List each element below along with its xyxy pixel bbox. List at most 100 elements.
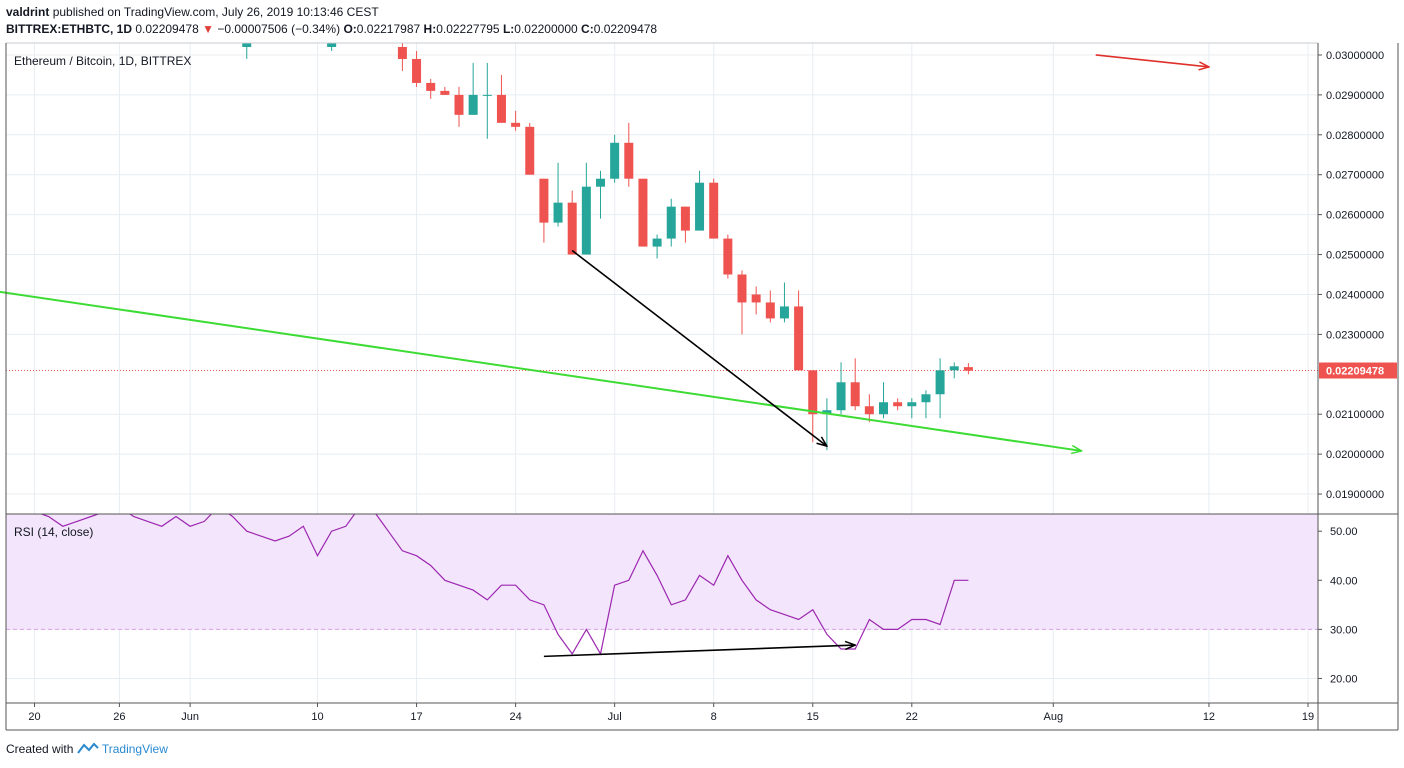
price-tick-label: 0.02000000: [1326, 449, 1384, 461]
rsi-pane-title: RSI (14, close): [14, 525, 93, 539]
candle-down: [426, 82, 436, 91]
time-tick-label: 19: [1302, 711, 1314, 723]
candle-down: [440, 90, 450, 95]
down-triangle-icon: ▼: [202, 22, 214, 36]
candle-down: [709, 182, 719, 239]
candle-up: [652, 238, 662, 247]
green-support-line: [0, 290, 1082, 450]
low-label: L:: [502, 22, 515, 36]
low-value: 0.02200000: [514, 22, 578, 36]
candle-down: [567, 202, 577, 255]
candle-down: [511, 122, 521, 127]
author-name[interactable]: valdrint: [6, 5, 50, 19]
candle-up: [596, 178, 605, 187]
tradingview-logo-icon: [76, 742, 99, 754]
rsi-tick-label: 30.00: [1330, 624, 1358, 636]
symbol-label: BITTREX:ETHBTC, 1D: [6, 22, 132, 36]
candle-down: [412, 58, 422, 83]
rsi-divergence-arrow: [543, 645, 855, 658]
last-price-tag: [1319, 362, 1397, 379]
time-tick-label: 24: [509, 711, 521, 723]
candle-down: [454, 94, 464, 115]
publish-info: valdrint published on TradingView.com, J…: [6, 5, 379, 19]
candle-down: [893, 402, 903, 407]
price-tick-label: 0.03000000: [1326, 50, 1384, 62]
price-tick-label: 0.02100000: [1326, 409, 1384, 421]
candle-down: [539, 178, 549, 223]
candle-up: [935, 370, 945, 395]
candle-up: [779, 306, 789, 319]
candle-down: [496, 94, 506, 123]
time-tick-label: Aug: [1044, 711, 1064, 723]
time-tick-label: 22: [906, 711, 918, 723]
last-price-tag-label: 0.02209478: [1326, 366, 1384, 378]
candle-up: [666, 206, 676, 239]
close-label: C:: [581, 22, 594, 36]
candle-down: [808, 370, 818, 415]
time-tick-label: 20: [28, 711, 40, 723]
price-tick-label: 0.02700000: [1326, 170, 1384, 182]
main-pane-title: Ethereum / Bitcoin, 1D, BITTREX: [14, 54, 191, 68]
candle-up: [468, 94, 478, 115]
time-tick-label: 12: [1203, 711, 1215, 723]
price-tick-label: 0.02800000: [1326, 130, 1384, 142]
candle-up: [921, 394, 931, 403]
candle-up: [482, 94, 492, 96]
rsi-band-layer: [6, 514, 1318, 630]
time-tick-label: 8: [711, 711, 717, 723]
candle-down: [864, 406, 874, 415]
price-tick-label: 0.02400000: [1326, 289, 1384, 301]
candle-down: [624, 142, 634, 179]
price-tick-label: 0.02300000: [1326, 329, 1384, 341]
close-value: 0.02209478: [593, 22, 658, 36]
red-arrow: [1095, 54, 1209, 67]
rsi-band: [6, 514, 1318, 630]
ohlc-header: BITTREX:ETHBTC, 1D 0.02209478 ▼ −0.00007…: [6, 22, 657, 36]
candle-down: [638, 178, 648, 247]
time-tick-label: 17: [410, 711, 422, 723]
candle-down: [794, 306, 804, 371]
tradingview-brand[interactable]: TradingView: [101, 742, 168, 756]
candle-up: [822, 410, 832, 415]
candle-down: [397, 46, 407, 59]
rsi-tick-label: 20.00: [1330, 673, 1358, 685]
publish-text: published on TradingView.com, July 26, 2…: [52, 5, 379, 19]
open-value: 0.02217987: [356, 22, 421, 36]
price-tick-label: 0.02900000: [1326, 90, 1384, 102]
price-layer: [6, 43, 1318, 451]
rsi-tick-label: 40.00: [1330, 575, 1358, 587]
rsi-layer: [39, 514, 969, 656]
drawings-layer: [0, 54, 1209, 658]
candle-down: [723, 238, 733, 275]
price-change: −0.00007506 (−0.34%): [217, 22, 341, 36]
price-tick-label: 0.02600000: [1326, 210, 1384, 222]
black-price-arrow: [571, 249, 827, 447]
rsi-tick-label: 50.00: [1330, 526, 1358, 538]
candle-up: [553, 202, 563, 223]
candle-up: [695, 182, 705, 231]
price-tick-label: 0.02500000: [1326, 250, 1384, 262]
candle-up: [907, 402, 917, 407]
axes-layer: 0.03000000 0.02900000 0.02800000 0.02700000…: [5, 42, 1399, 731]
candle-up: [581, 186, 591, 255]
candle-up: [949, 366, 959, 371]
rsi-line: [39, 514, 969, 656]
candle-up: [836, 382, 846, 411]
candle-down: [751, 294, 761, 303]
candle-up: [610, 142, 620, 179]
time-tick-label: 15: [807, 711, 819, 723]
footer: Created with TradingView: [6, 742, 168, 756]
candle-up: [327, 43, 337, 47]
high-label: H:: [423, 22, 437, 36]
candle-down: [680, 206, 690, 231]
price-tick-label: 0.01900000: [1326, 489, 1384, 501]
candle-down: [850, 382, 860, 407]
time-tick-label: Jun: [181, 711, 199, 723]
candle-up: [242, 43, 252, 47]
candle-down: [963, 367, 973, 371]
created-with-label: Created with: [6, 742, 74, 756]
candle-down: [525, 126, 535, 175]
candle-down: [737, 274, 747, 303]
time-tick-label: 26: [113, 711, 125, 723]
